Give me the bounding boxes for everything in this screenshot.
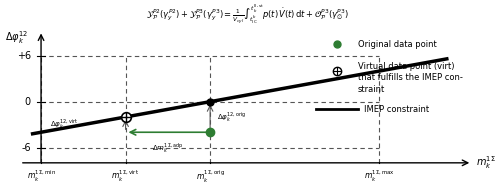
Text: $\Delta\varphi_k^{12,\mathrm{virt}}$: $\Delta\varphi_k^{12,\mathrm{virt}}$ (50, 118, 79, 131)
Text: +6: +6 (17, 51, 31, 61)
Text: $m_k^{1\Sigma,\mathrm{max}}$: $m_k^{1\Sigma,\mathrm{max}}$ (364, 169, 394, 184)
Text: $m_k^{1\Sigma,\mathrm{virt}}$: $m_k^{1\Sigma,\mathrm{virt}}$ (112, 169, 140, 184)
Text: $m_k^{1\Sigma}$: $m_k^{1\Sigma}$ (476, 154, 496, 171)
Text: straint: straint (358, 85, 386, 94)
Text: that fulfills the IMEP con-: that fulfills the IMEP con- (358, 74, 463, 83)
Text: -6: -6 (22, 143, 31, 152)
Text: $\Delta\varphi_k^{12,\mathrm{orig}}$: $\Delta\varphi_k^{12,\mathrm{orig}}$ (217, 110, 246, 124)
Text: $m_k^{1\Sigma,\mathrm{orig}}$: $m_k^{1\Sigma,\mathrm{orig}}$ (196, 169, 224, 185)
Text: IMEP constraint: IMEP constraint (364, 105, 429, 114)
Text: $m_k^{1\Sigma,\mathrm{min}}$: $m_k^{1\Sigma,\mathrm{min}}$ (26, 169, 56, 184)
Text: $\Delta m_k^{1\Sigma,\mathrm{adp}}$: $\Delta m_k^{1\Sigma,\mathrm{adp}}$ (152, 141, 184, 155)
Text: 0: 0 (25, 97, 31, 107)
Text: $\mathcal{Y}_{\mathcal{P}}^{P2}(\gamma_y^{P2}) + \mathcal{Y}_{\mathcal{P}}^{P3}(: $\mathcal{Y}_{\mathcal{P}}^{P2}(\gamma_y… (146, 3, 349, 26)
Text: Original data point: Original data point (358, 40, 437, 49)
Text: $\Delta\varphi_k^{12}$: $\Delta\varphi_k^{12}$ (5, 29, 28, 46)
Text: Virtual data point (virt): Virtual data point (virt) (358, 62, 454, 71)
